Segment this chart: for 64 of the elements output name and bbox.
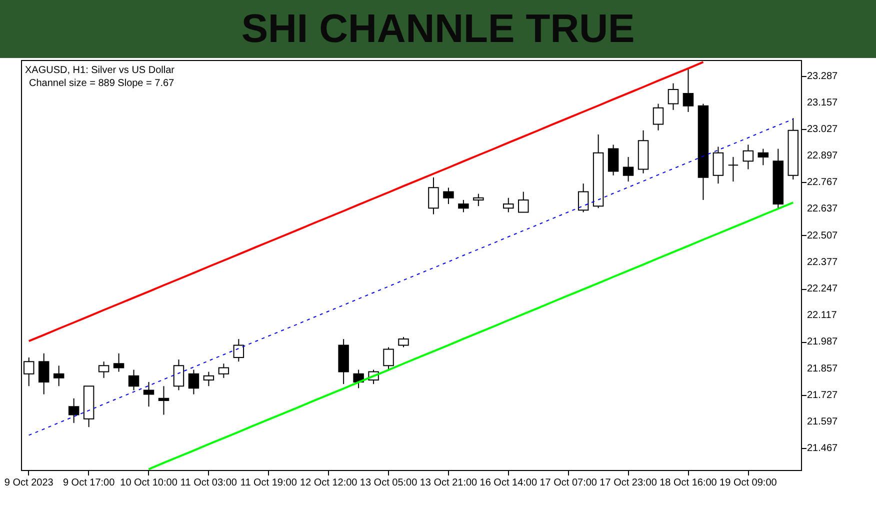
y-tick-label: 22.637 (807, 204, 838, 215)
candlestick (218, 363, 230, 378)
x-tick-label: 11 Oct 03:00 (180, 478, 238, 488)
candlestick (443, 187, 454, 205)
candlestick (712, 146, 724, 184)
candlestick (188, 369, 200, 395)
annotation: Channel size = 889 Slope = 7.67 (29, 78, 175, 89)
line-series (148, 202, 794, 470)
y-tick-label: 22.767 (807, 177, 838, 188)
candlestick (158, 386, 170, 416)
candlestick (203, 371, 214, 387)
x-tick-label: 13 Oct 21:00 (420, 478, 478, 488)
y-tick-label: 23.287 (807, 70, 838, 82)
candlestick (518, 191, 529, 213)
y-tick-label: 21.597 (807, 416, 838, 428)
x-tick-label: 16 Oct 14:00 (480, 478, 538, 488)
candlestick (742, 144, 754, 170)
x-tick-label: 9 Oct 2023 (4, 478, 54, 488)
candlestick (383, 346, 394, 370)
candlestick (503, 197, 514, 213)
x-tick-label: 17 Oct 23:00 (600, 478, 658, 488)
line-series (28, 118, 794, 436)
candlestick (652, 103, 664, 131)
candlestick (473, 193, 484, 207)
y-tick-label: 21.727 (807, 390, 838, 401)
candlestick (682, 68, 694, 112)
y-tick-label: 23.157 (807, 97, 838, 108)
candlestick (428, 176, 439, 215)
y-tick-label: 22.247 (807, 284, 838, 295)
candlestick (608, 144, 619, 176)
y-tick-label: 22.117 (807, 310, 838, 322)
candlestick (728, 156, 739, 182)
candlestick (758, 148, 769, 166)
chart-title: SHI CHANNLE TRUE (0, 0, 876, 58)
candlestick (173, 359, 184, 391)
candlestick (98, 361, 110, 378)
candlestick (113, 352, 124, 372)
x-tick-label: 9 Oct 17:00 (62, 478, 116, 488)
x-tick-label: 12 Oct 12:00 (300, 478, 358, 488)
candlestick (128, 369, 140, 391)
x-tick-label: 13 Oct 05:00 (360, 478, 418, 488)
candlestick (622, 156, 634, 182)
candlestick (38, 352, 50, 395)
annotation: XAGUSD, H1: Silver vs US Dollar (25, 65, 176, 76)
candlestick (668, 82, 679, 110)
y-tick-label: 22.897 (807, 150, 838, 162)
candlestick (233, 338, 244, 362)
candlestick (398, 336, 409, 348)
x-tick-label: 11 Oct 19:00 (240, 478, 298, 488)
candlestick (68, 398, 80, 424)
y-tick-label: 21.987 (807, 336, 838, 348)
x-tick-label: 10 Oct 10:00 (120, 478, 178, 488)
candlestick (53, 365, 64, 387)
y-tick-label: 22.507 (807, 230, 838, 242)
y-tick-label: 21.467 (807, 443, 838, 454)
candlestick (578, 183, 589, 213)
x-tick-label: 17 Oct 07:00 (540, 478, 598, 488)
y-tick-label: 22.377 (807, 256, 838, 268)
x-tick-label: 19 Oct 09:00 (720, 478, 778, 488)
y-tick-label: 21.857 (807, 363, 838, 374)
candlestick (458, 199, 469, 213)
y-tick-label: 23.027 (807, 124, 838, 135)
x-tick-label: 18 Oct 16:00 (660, 478, 718, 488)
candlestick (143, 382, 154, 408)
